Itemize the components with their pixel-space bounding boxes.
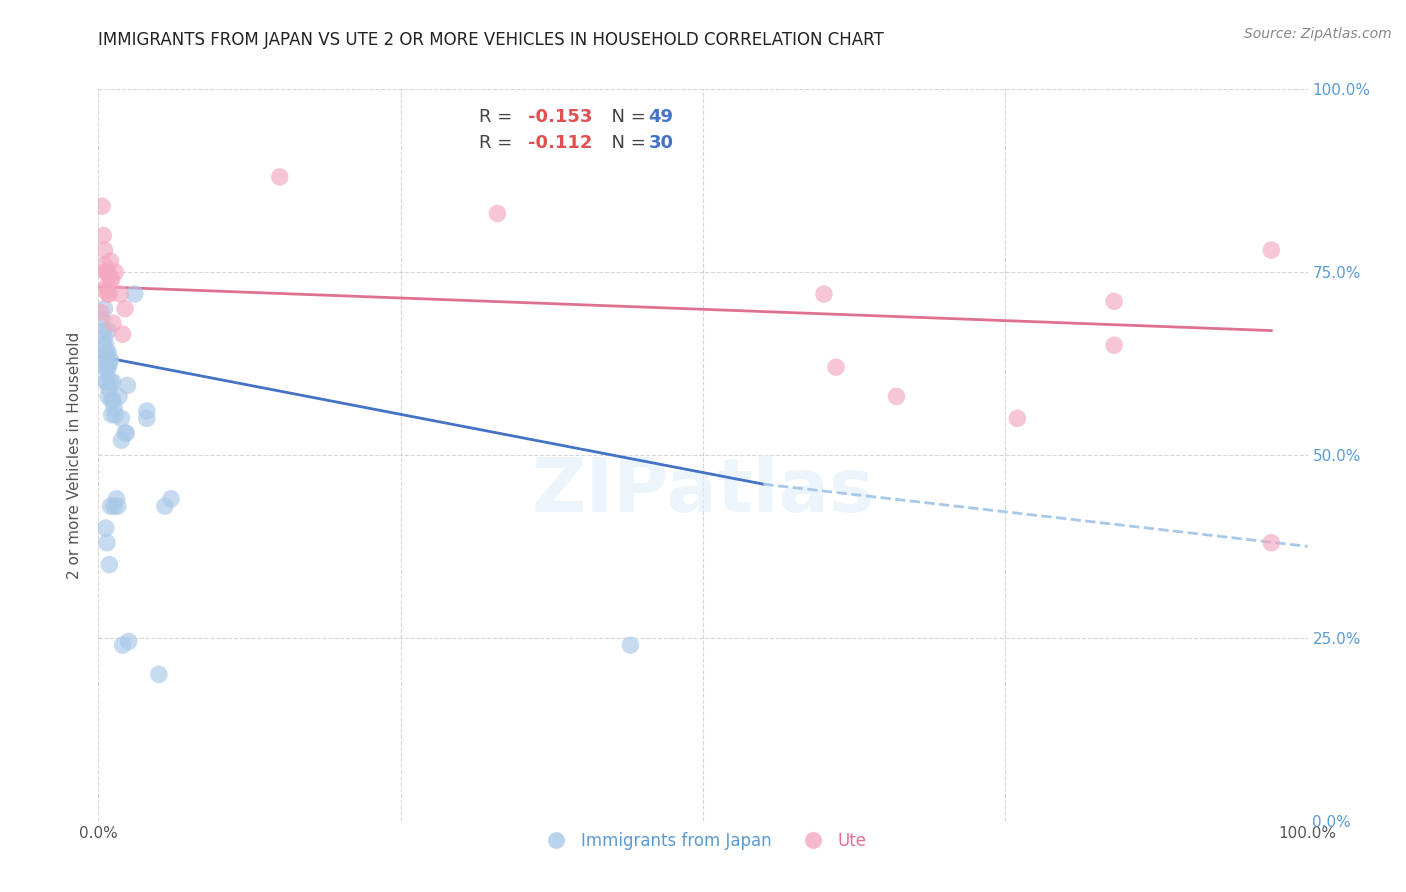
Point	[100, 254, 122, 268]
Point	[94, 265, 117, 279]
Point	[98, 382, 121, 396]
Text: 49: 49	[648, 108, 673, 126]
Point	[96, 535, 118, 549]
Legend: Immigrants from Japan, Ute: Immigrants from Japan, Ute	[533, 825, 873, 856]
Point	[107, 499, 129, 513]
Point	[813, 287, 835, 301]
Point	[91, 228, 114, 243]
Point	[1260, 243, 1282, 257]
Point	[104, 408, 127, 422]
Point	[101, 316, 124, 330]
Point	[93, 243, 115, 257]
Point	[100, 408, 122, 422]
Point	[115, 425, 138, 440]
Point	[1102, 338, 1125, 352]
Point	[619, 638, 641, 652]
Point	[160, 491, 183, 506]
Text: N =: N =	[600, 108, 652, 126]
Point	[104, 265, 127, 279]
Point	[110, 411, 132, 425]
Text: IMMIGRANTS FROM JAPAN VS UTE 2 OR MORE VEHICLES IN HOUSEHOLD CORRELATION CHART: IMMIGRANTS FROM JAPAN VS UTE 2 OR MORE V…	[98, 31, 884, 49]
Text: ZIPatlas: ZIPatlas	[531, 455, 875, 528]
Text: 30: 30	[648, 134, 673, 152]
Point	[93, 331, 115, 345]
Point	[97, 345, 120, 359]
Point	[103, 401, 125, 415]
Point	[101, 375, 124, 389]
Point	[97, 265, 120, 279]
Point	[91, 312, 114, 326]
Point	[90, 349, 112, 363]
Point	[100, 272, 122, 286]
Point	[94, 360, 117, 375]
Point	[135, 404, 157, 418]
Point	[93, 301, 115, 316]
Point	[97, 389, 120, 403]
Point	[114, 301, 136, 316]
Text: -0.153: -0.153	[527, 108, 592, 126]
Text: Source: ZipAtlas.com: Source: ZipAtlas.com	[1244, 27, 1392, 41]
Point	[96, 375, 118, 389]
Point	[111, 638, 134, 652]
Point	[93, 258, 115, 272]
Point	[100, 393, 122, 408]
Point	[153, 499, 176, 513]
Point	[100, 352, 122, 367]
Text: R =: R =	[479, 108, 519, 126]
Point	[97, 324, 120, 338]
Point	[94, 284, 117, 298]
Point	[1260, 535, 1282, 549]
Point	[98, 287, 121, 301]
Point	[825, 360, 848, 375]
Point	[118, 634, 141, 648]
Point	[148, 667, 170, 681]
Point	[101, 393, 124, 408]
Point	[110, 434, 132, 448]
Point	[124, 287, 146, 301]
Text: R =: R =	[479, 134, 519, 152]
Point	[94, 349, 117, 363]
Point	[91, 324, 114, 338]
Point	[94, 375, 117, 389]
Point	[1102, 294, 1125, 309]
Point	[100, 375, 122, 389]
Point	[103, 499, 125, 513]
Point	[98, 558, 121, 572]
Point	[117, 378, 139, 392]
Point	[98, 356, 121, 371]
Point	[91, 199, 114, 213]
Point	[114, 425, 136, 440]
Point	[90, 305, 112, 319]
Point	[94, 338, 117, 352]
Point	[96, 265, 118, 279]
Point	[135, 411, 157, 425]
Point	[486, 206, 509, 220]
Point	[105, 491, 128, 506]
Point	[269, 169, 291, 184]
Point	[111, 327, 134, 342]
Point	[108, 389, 131, 403]
Point	[91, 338, 114, 352]
Point	[886, 389, 908, 403]
Point	[100, 499, 122, 513]
Point	[96, 279, 118, 293]
Point	[97, 360, 120, 375]
Point	[96, 345, 118, 359]
Text: N =: N =	[600, 134, 652, 152]
Point	[97, 287, 120, 301]
Y-axis label: 2 or more Vehicles in Household: 2 or more Vehicles in Household	[67, 331, 83, 579]
Text: -0.112: -0.112	[527, 134, 592, 152]
Point	[100, 272, 122, 286]
Point	[108, 287, 131, 301]
Point	[1007, 411, 1029, 425]
Point	[94, 521, 117, 535]
Point	[96, 364, 118, 378]
